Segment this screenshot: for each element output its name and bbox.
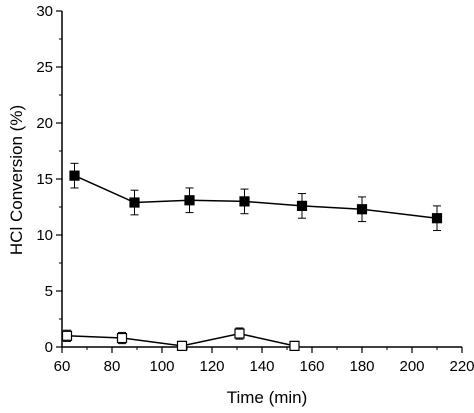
y-tick-label: 5 xyxy=(45,283,53,300)
y-tick-label: 25 xyxy=(36,59,53,76)
x-tick-label: 160 xyxy=(299,358,324,375)
x-tick-label: 140 xyxy=(249,358,274,375)
series-2 xyxy=(61,327,300,351)
x-tick-label: 220 xyxy=(449,358,474,375)
y-tick-label: 10 xyxy=(36,227,53,244)
data-point xyxy=(234,328,245,339)
data-point xyxy=(431,213,443,224)
series-layer xyxy=(61,162,443,351)
x-tick-label: 200 xyxy=(399,358,424,375)
data-point xyxy=(116,332,128,344)
series-line xyxy=(74,174,438,219)
data-point xyxy=(176,340,188,351)
y-axis-title: HCl Conversion (%) xyxy=(7,105,26,255)
y-tick-label: 20 xyxy=(36,115,53,132)
y-tick-label: 30 xyxy=(36,3,53,20)
data-point xyxy=(356,204,368,215)
data-point xyxy=(296,200,308,211)
data-point xyxy=(61,330,73,341)
x-tick-label: 60 xyxy=(54,358,71,375)
data-point xyxy=(184,195,195,206)
axes: 0 5 10 15 20 25 30 60 80 100 120 140 160 180 200 220 xyxy=(36,3,474,375)
series-1 xyxy=(69,162,443,232)
x-axis-title: Time (min) xyxy=(227,388,308,407)
x-tick-label: 100 xyxy=(149,358,174,375)
data-point xyxy=(129,197,140,208)
x-tick-label: 120 xyxy=(199,358,224,375)
x-tick-label: 80 xyxy=(104,358,121,375)
data-point xyxy=(289,340,300,351)
data-point xyxy=(69,170,80,181)
y-tick-label: 0 xyxy=(45,339,53,356)
y-tick-label: 15 xyxy=(36,171,53,188)
x-tick-label: 180 xyxy=(349,358,374,375)
data-point xyxy=(239,196,250,207)
